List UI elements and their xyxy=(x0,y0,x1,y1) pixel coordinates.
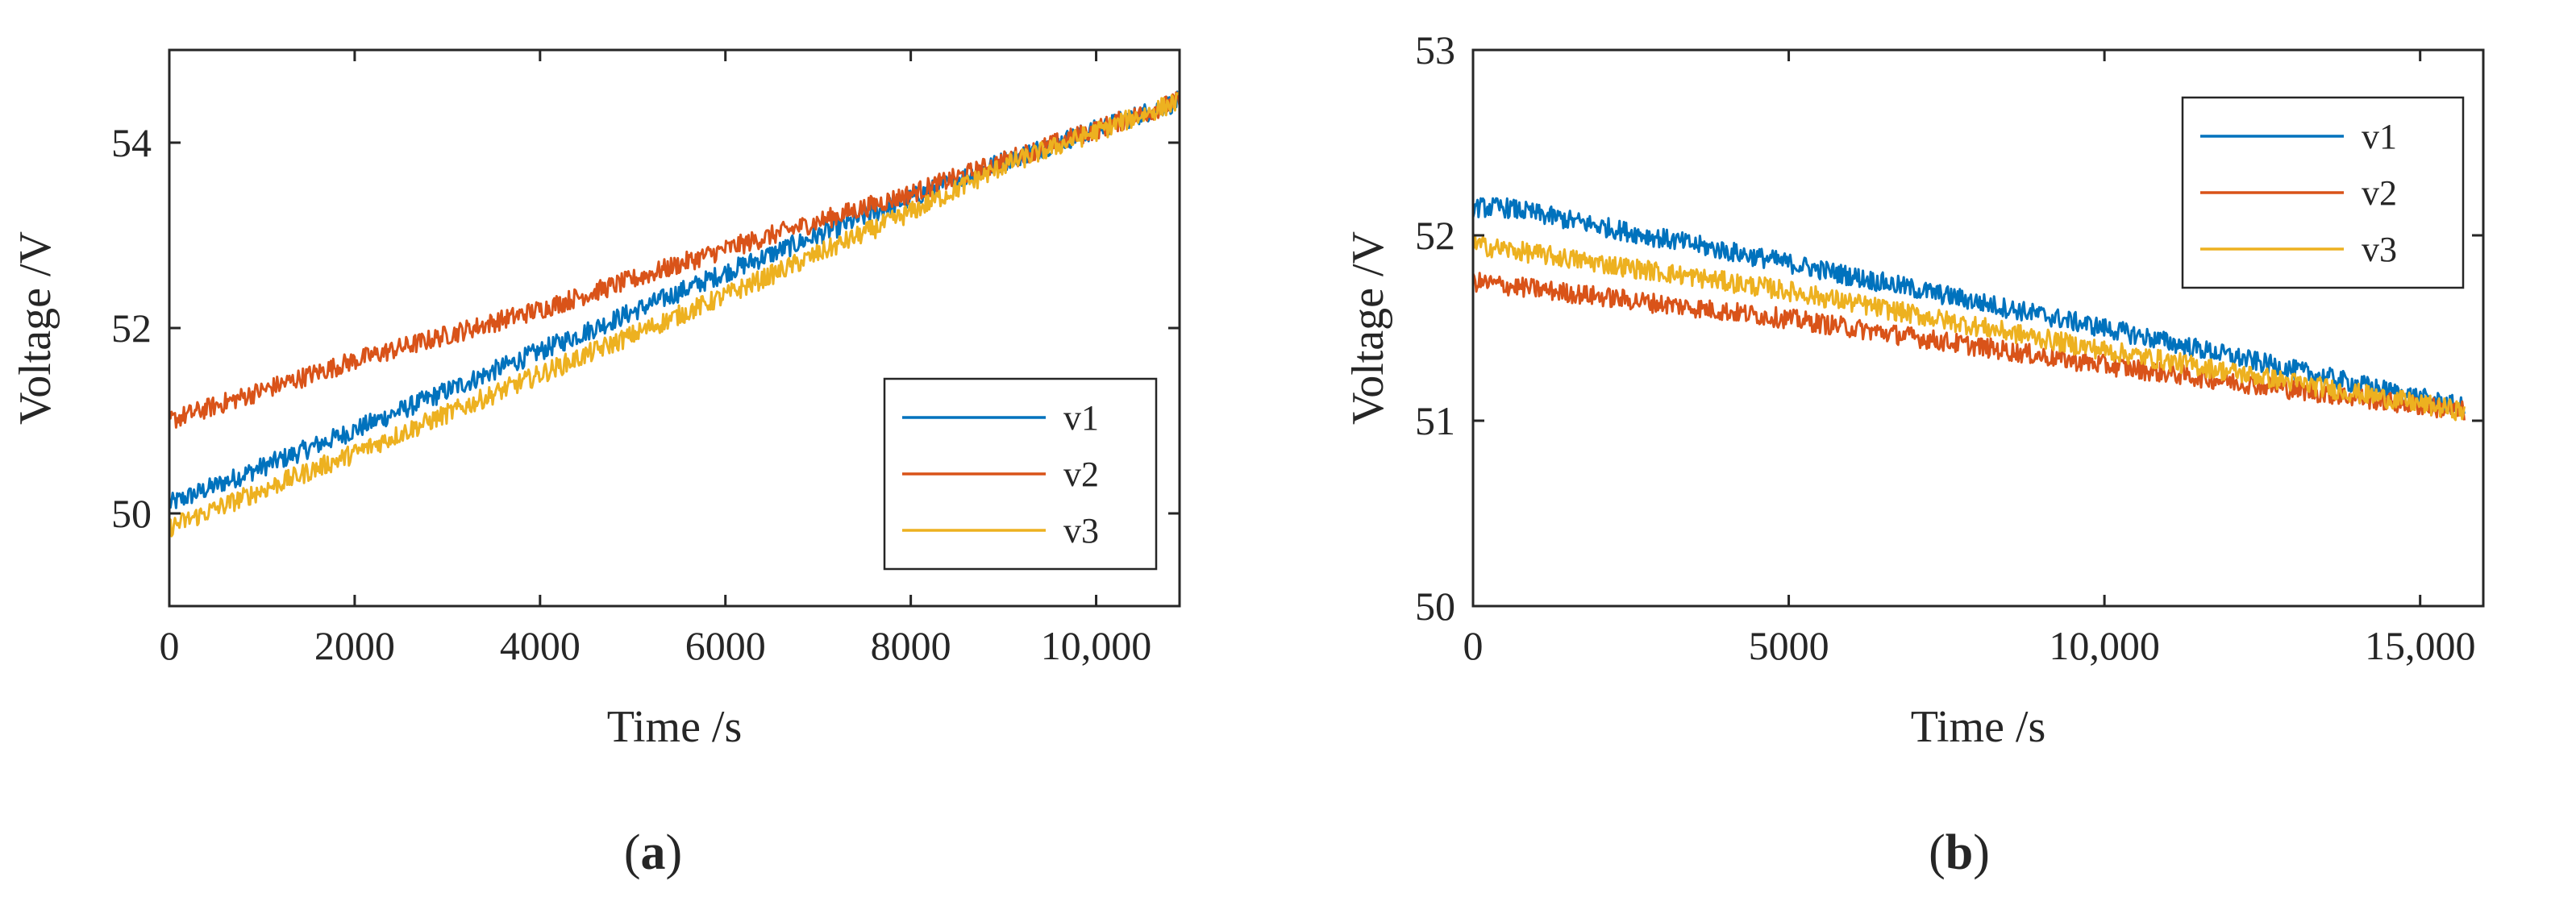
chart-panel-b: 0 5000 10,000 15,000 50 51 52 53 Time /s Voltage … xyxy=(1343,27,2485,880)
legend-label-v3: v3 xyxy=(2362,230,2397,269)
x-tick-label: 6000 xyxy=(685,623,766,668)
y-axis-label: Voltage /V xyxy=(1343,231,1393,425)
series-line-v3 xyxy=(1472,235,2466,422)
x-tick-label: 15,000 xyxy=(2365,623,2476,668)
x-tick-label: 2000 xyxy=(314,623,395,668)
y-tick-label: 52 xyxy=(1415,213,1455,258)
x-tick-label: 5000 xyxy=(1749,623,1829,668)
x-axis-label: Time /s xyxy=(607,702,743,752)
y-tick-label: 51 xyxy=(1415,398,1455,443)
legend-label-v3: v3 xyxy=(1063,511,1099,550)
y-axis-label: Voltage /V xyxy=(10,231,60,425)
figure-caption: (a) xyxy=(624,825,682,880)
y-tick-label: 50 xyxy=(111,491,152,536)
y-tick-label: 53 xyxy=(1415,27,1455,73)
caption-letter: b xyxy=(1946,825,1973,880)
x-tick-label: 4000 xyxy=(500,623,581,668)
x-tick-label: 0 xyxy=(1463,623,1484,668)
y-tick-label: 52 xyxy=(111,305,152,351)
axes-frame xyxy=(1471,48,2485,608)
y-tick-label: 50 xyxy=(1415,584,1455,629)
legend-label-v2: v2 xyxy=(2362,173,2397,213)
legend-label-v2: v2 xyxy=(1063,455,1099,494)
chart-panel-a: 0 2000 4000 6000 8000 10,000 50 52 54 Time /s Volt… xyxy=(10,48,1181,880)
series-line-v3 xyxy=(169,90,1181,538)
series-line-v2 xyxy=(168,91,1181,429)
x-tick-label: 10,000 xyxy=(1041,623,1152,668)
figure-caption: (b) xyxy=(1929,825,1990,880)
series-line-v2 xyxy=(1471,272,2466,421)
y-tick-label: 54 xyxy=(111,120,152,165)
legend-label-v1: v1 xyxy=(1063,398,1099,438)
x-tick-label: 10,000 xyxy=(2049,623,2160,668)
x-axis-label: Time /s xyxy=(1911,702,2046,752)
x-tick-label: 8000 xyxy=(871,623,951,668)
caption-letter: a xyxy=(641,825,666,880)
legend-label-v1: v1 xyxy=(2362,117,2397,156)
series-line-v1 xyxy=(1471,197,2466,417)
x-tick-label: 0 xyxy=(160,623,180,668)
